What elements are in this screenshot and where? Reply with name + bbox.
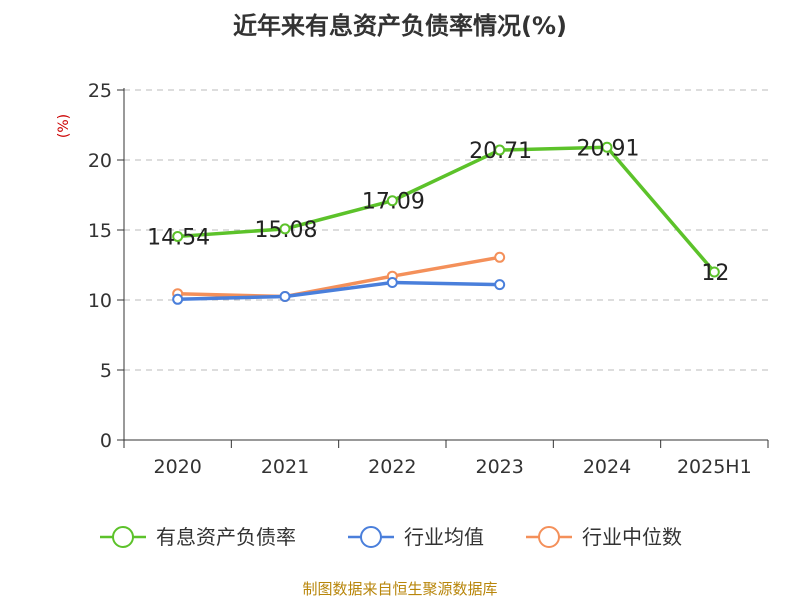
data-label: 12	[701, 261, 729, 286]
legend-item[interactable]: 行业中位数	[526, 525, 682, 549]
x-tick-label: 2025H1	[677, 456, 752, 478]
legend-item[interactable]: 有息资产负债率	[100, 525, 296, 549]
x-tick-label: 2021	[261, 456, 309, 478]
legend-marker	[112, 526, 134, 548]
series-line	[177, 255, 500, 299]
data-label: 20.91	[577, 136, 640, 161]
data-labels: 14.54 15.08 17.09 20.71 20.91 12	[147, 136, 729, 286]
data-point[interactable]	[494, 144, 506, 156]
y-tick-label: 25	[88, 80, 112, 102]
data-point[interactable]	[172, 293, 184, 305]
y-tick-label: 5	[100, 360, 112, 382]
y-tick-label: 0	[100, 430, 112, 452]
data-label: 15.08	[255, 218, 318, 243]
series-line	[177, 145, 716, 274]
data-label: 20.71	[469, 139, 532, 164]
y-tick-label: 10	[88, 290, 112, 312]
data-point[interactable]	[494, 251, 506, 263]
legend-label: 行业中位数	[582, 525, 682, 549]
data-point[interactable]	[386, 277, 398, 288]
x-tick-label: 2020	[153, 456, 201, 478]
series-line	[177, 280, 500, 302]
legend-item[interactable]: 行业均值	[348, 525, 484, 549]
legend-marker	[538, 526, 560, 548]
data-point[interactable]	[172, 230, 184, 242]
x-tick-label: 2022	[368, 456, 416, 478]
axes: 0 5 10 15 20 25 (%) 2020 2021 2022 2023 2024 2025H1	[56, 80, 769, 478]
x-tick-label: 2024	[583, 456, 631, 478]
series-lines	[172, 141, 720, 305]
grid-lines	[124, 89, 768, 371]
data-point[interactable]	[279, 223, 291, 235]
y-tick-label: 20	[88, 150, 112, 172]
source-note: 制图数据来自恒生聚源数据库	[302, 580, 498, 598]
legend-label: 有息资产负债率	[156, 525, 296, 549]
data-label: 14.54	[147, 225, 210, 250]
x-tick-label: 2023	[475, 456, 523, 478]
legend-label: 行业均值	[404, 525, 484, 549]
y-axis-label: (%)	[56, 114, 72, 138]
y-tick-label: 15	[88, 220, 112, 242]
data-point[interactable]	[386, 195, 398, 207]
data-label: 17.09	[362, 190, 425, 215]
chart-title: 近年来有息资产负债率情况(%)	[233, 12, 567, 40]
data-point[interactable]	[494, 279, 506, 291]
legend: 有息资产负债率 行业均值 行业中位数	[100, 525, 682, 549]
data-point[interactable]	[279, 291, 291, 302]
data-point[interactable]	[601, 141, 613, 153]
legend-marker	[360, 526, 382, 548]
data-point[interactable]	[708, 266, 720, 278]
